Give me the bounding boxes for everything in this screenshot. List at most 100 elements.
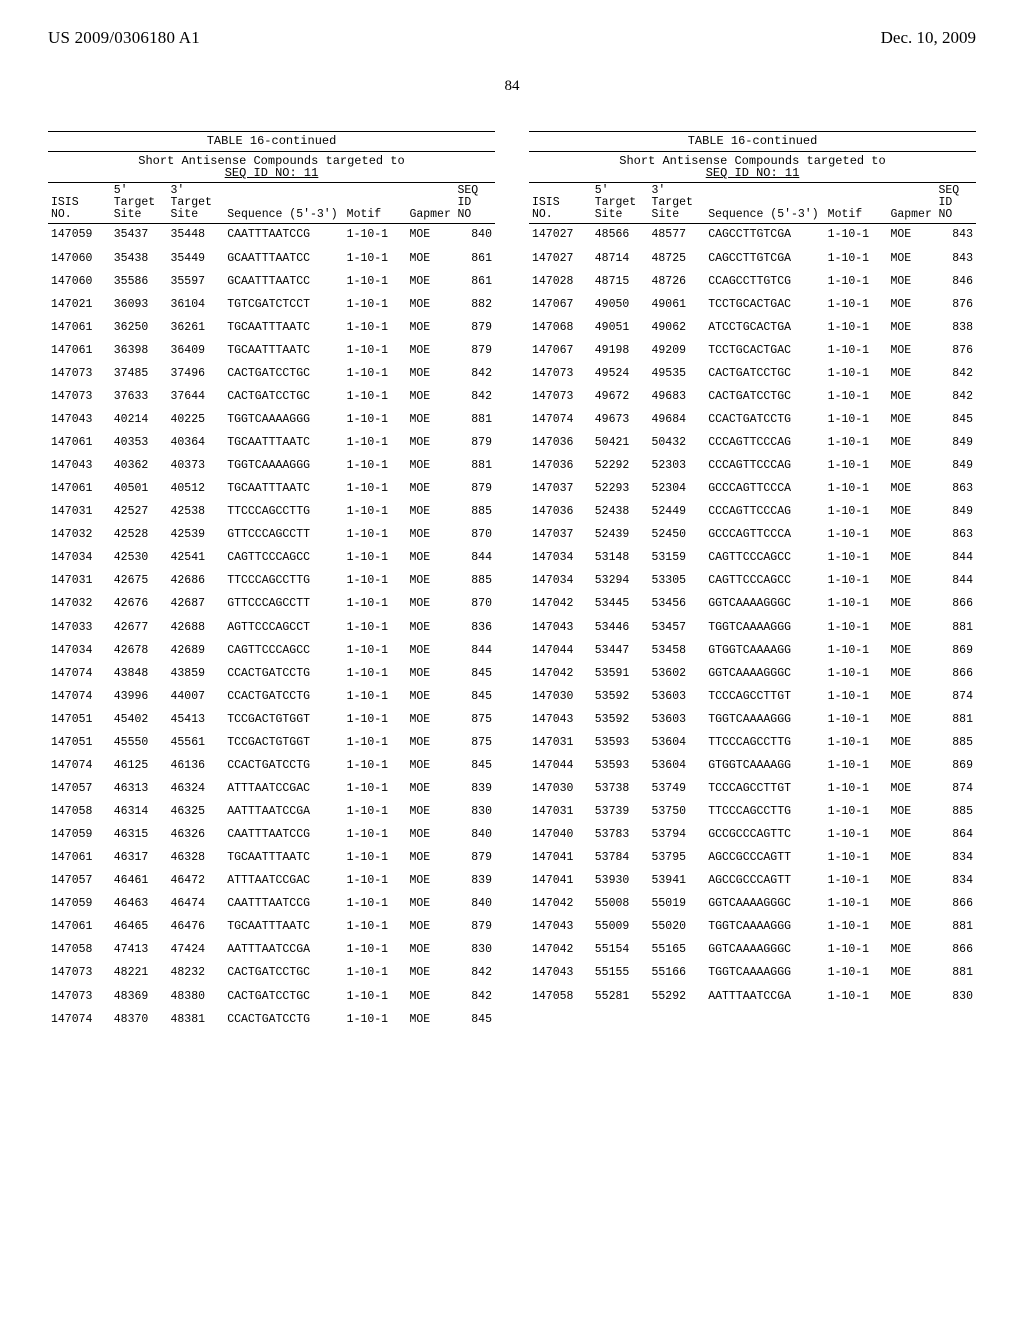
cell-gapmer: MOE	[887, 777, 935, 800]
cell-3prime: 53794	[648, 824, 705, 847]
cell-sequence: CCACTGATCCTG	[705, 408, 824, 431]
col-3prime: 3' Target Site	[167, 182, 224, 223]
cell-3prime: 49683	[648, 385, 705, 408]
cell-sequence: CAATTTAATCCG	[224, 824, 343, 847]
cell-motif: 1-10-1	[825, 754, 888, 777]
table-row: 1470734822148232CACTGATCCTGC1-10-1MOE842	[48, 962, 495, 985]
cell-motif: 1-10-1	[344, 293, 407, 316]
table-row: 1470425500855019GGTCAAAAGGGC1-10-1MOE866	[529, 893, 976, 916]
cell-3prime: 45413	[167, 708, 224, 731]
cell-3prime: 46326	[167, 824, 224, 847]
table-row: 1470425344553456GGTCAAAAGGGC1-10-1MOE866	[529, 593, 976, 616]
cell-isis: 147034	[529, 570, 592, 593]
cell-sequence: AGCCGCCCAGTT	[705, 870, 824, 893]
cell-sequence: CCACTGATCCTG	[224, 662, 343, 685]
table-row: 1470733748537496CACTGATCCTGC1-10-1MOE842	[48, 362, 495, 385]
cell-sequence: CAGTTCCCAGCC	[705, 570, 824, 593]
col-sequence: Sequence (5'-3')	[224, 182, 343, 223]
cell-motif: 1-10-1	[344, 708, 407, 731]
cell-gapmer: MOE	[887, 293, 935, 316]
cell-isis: 147061	[48, 432, 111, 455]
cell-motif: 1-10-1	[825, 939, 888, 962]
table-row: 1470435515555166TGGTCAAAAGGG1-10-1MOE881	[529, 962, 976, 985]
cell-5prime: 37485	[111, 362, 168, 385]
cell-motif: 1-10-1	[344, 501, 407, 524]
cell-sequence: TGGTCAAAAGGG	[705, 708, 824, 731]
cell-sequence: CACTGATCCTGC	[705, 362, 824, 385]
cell-seq-id: 881	[935, 962, 976, 985]
page-header: US 2009/0306180 A1 Dec. 10, 2009	[48, 28, 976, 48]
cell-isis: 147036	[529, 432, 592, 455]
cell-motif: 1-10-1	[344, 985, 407, 1008]
table-row: 1470315359353604TTCCCAGCCTTG1-10-1MOE885	[529, 731, 976, 754]
cell-3prime: 52450	[648, 524, 705, 547]
cell-5prime: 46465	[111, 916, 168, 939]
table-row: 1470674919849209TCCTGCACTGAC1-10-1MOE876	[529, 339, 976, 362]
cell-sequence: TGTCGATCTCCT	[224, 293, 343, 316]
cell-motif: 1-10-1	[344, 639, 407, 662]
cell-3prime: 46474	[167, 893, 224, 916]
cell-sequence: TGCAATTTAATC	[224, 432, 343, 455]
table-row: 1470213609336104TGTCGATCTCCT1-10-1MOE882	[48, 293, 495, 316]
cell-motif: 1-10-1	[344, 270, 407, 293]
table-row: 1470314252742538TTCCCAGCCTTG1-10-1MOE885	[48, 501, 495, 524]
cell-seq-id: 840	[454, 893, 495, 916]
table-row: 1470613639836409TGCAATTTAATC1-10-1MOE879	[48, 339, 495, 362]
cell-sequence: AATTTAATCCGA	[705, 985, 824, 1008]
cell-3prime: 55019	[648, 893, 705, 916]
cell-gapmer: MOE	[887, 708, 935, 731]
cell-isis: 147073	[48, 962, 111, 985]
cell-seq-id: 866	[935, 939, 976, 962]
cell-5prime: 45402	[111, 708, 168, 731]
cell-3prime: 44007	[167, 685, 224, 708]
cell-5prime: 46463	[111, 893, 168, 916]
cell-seq-id: 839	[454, 777, 495, 800]
cell-motif: 1-10-1	[344, 824, 407, 847]
cell-sequence: ATCCTGCACTGA	[705, 316, 824, 339]
table-subtitle-left-line1: Short Antisense Compounds targeted to	[48, 151, 495, 168]
cell-gapmer: MOE	[887, 962, 935, 985]
cell-isis: 147059	[48, 223, 111, 247]
cell-motif: 1-10-1	[825, 408, 888, 431]
cell-motif: 1-10-1	[825, 316, 888, 339]
cell-motif: 1-10-1	[344, 593, 407, 616]
cell-3prime: 37496	[167, 362, 224, 385]
cell-seq-id: 842	[454, 985, 495, 1008]
cell-seq-id: 864	[935, 824, 976, 847]
cell-motif: 1-10-1	[344, 408, 407, 431]
table-row: 1470344267842689CAGTTCCCAGCC1-10-1MOE844	[48, 639, 495, 662]
cell-motif: 1-10-1	[825, 524, 888, 547]
cell-3prime: 48380	[167, 985, 224, 1008]
cell-seq-id: 846	[935, 270, 976, 293]
cell-motif: 1-10-1	[344, 316, 407, 339]
cell-5prime: 52293	[592, 478, 649, 501]
cell-gapmer: MOE	[406, 616, 454, 639]
cell-isis: 147057	[48, 870, 111, 893]
cell-gapmer: MOE	[406, 939, 454, 962]
cell-seq-id: 869	[935, 639, 976, 662]
cell-sequence: CAATTTAATCCG	[224, 223, 343, 247]
cell-gapmer: MOE	[887, 362, 935, 385]
cell-5prime: 48221	[111, 962, 168, 985]
cell-seq-id: 844	[935, 570, 976, 593]
cell-3prime: 52303	[648, 455, 705, 478]
table-row: 1470324252842539GTTCCCAGCCTT1-10-1MOE870	[48, 524, 495, 547]
cell-gapmer: MOE	[887, 824, 935, 847]
cell-motif: 1-10-1	[825, 547, 888, 570]
cell-5prime: 42527	[111, 501, 168, 524]
cell-5prime: 42677	[111, 616, 168, 639]
cell-3prime: 42687	[167, 593, 224, 616]
cell-3prime: 53795	[648, 847, 705, 870]
cell-sequence: GTTCCCAGCCTT	[224, 524, 343, 547]
cell-5prime: 42530	[111, 547, 168, 570]
cell-gapmer: MOE	[887, 731, 935, 754]
cell-5prime: 43996	[111, 685, 168, 708]
cell-5prime: 55154	[592, 939, 649, 962]
cell-seq-id: 866	[935, 662, 976, 685]
cell-5prime: 48714	[592, 247, 649, 270]
cell-gapmer: MOE	[887, 339, 935, 362]
table-row: 1470415378453795AGCCGCCCAGTT1-10-1MOE834	[529, 847, 976, 870]
two-column-layout: TABLE 16-continued Short Antisense Compo…	[48, 131, 976, 1031]
table-row: 1470585528155292AATTTAATCCGA1-10-1MOE830	[529, 985, 976, 1008]
cell-isis: 147074	[48, 685, 111, 708]
